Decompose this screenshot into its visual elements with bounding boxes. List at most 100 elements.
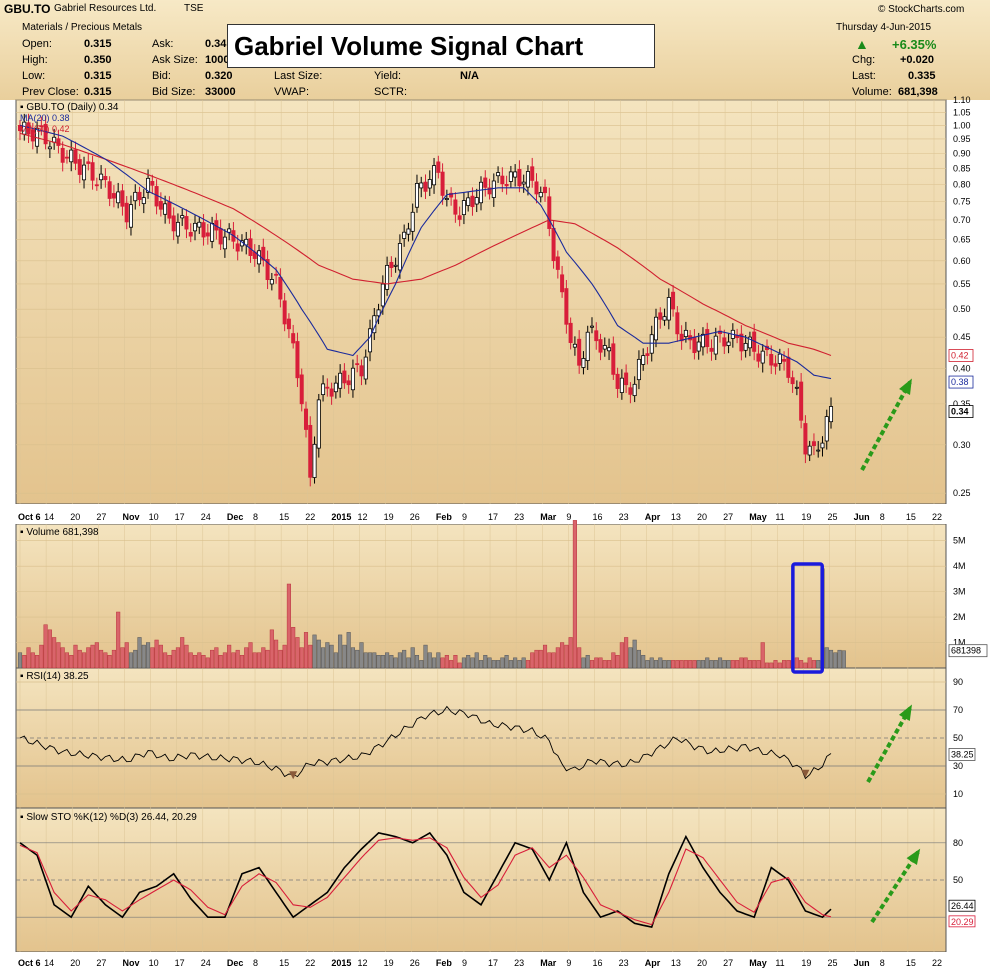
candle-body <box>747 336 752 349</box>
rsi-tick-label: 30 <box>953 761 963 771</box>
date-tick-label-bottom: 22 <box>305 958 315 968</box>
volume-bar <box>619 642 624 669</box>
date-tick-label-bottom: 17 <box>488 958 498 968</box>
volume-bar <box>837 649 842 669</box>
volume-bar <box>816 660 821 669</box>
volume-bar <box>333 652 338 669</box>
volume-bar <box>355 649 360 669</box>
date-tick-label: Apr <box>645 512 661 522</box>
candle-body <box>521 181 526 185</box>
volume-bar <box>248 642 253 669</box>
volume-bar <box>739 657 744 669</box>
volume-bar <box>431 657 437 669</box>
volume-bar <box>86 647 91 669</box>
candle-body <box>402 231 407 239</box>
volume-bar <box>222 652 227 669</box>
rsi-last-label: 38.25 <box>951 749 974 759</box>
candle-body <box>312 443 317 478</box>
volume-bar <box>410 647 415 669</box>
date-tick-label-bottom: 15 <box>906 958 916 968</box>
quote-date: Thursday 4-Jun-2015 <box>836 22 932 33</box>
candle-body <box>397 243 402 271</box>
candle-body <box>163 203 168 215</box>
volume-bar <box>525 660 531 669</box>
volume-bar <box>231 652 236 669</box>
volume-bar <box>607 660 612 669</box>
sto-d-line <box>19 837 832 926</box>
volume-bar <box>799 660 804 669</box>
volume-bar <box>513 657 518 669</box>
volume-bar <box>726 660 731 669</box>
candle-body <box>713 335 718 355</box>
price-tick-label: 0.65 <box>953 235 971 245</box>
volume-bar <box>205 657 210 669</box>
volume-bar <box>244 647 249 669</box>
volume-bar <box>752 660 757 669</box>
candle-body <box>525 171 530 188</box>
volume-value: 681,398 <box>898 86 938 98</box>
candle-body <box>602 345 607 350</box>
volume-bar <box>483 655 488 669</box>
candle-body <box>90 162 95 181</box>
prev-close-label: Prev Close: <box>22 86 79 98</box>
rsi-tick-label: 50 <box>953 733 963 743</box>
last-value-box <box>948 375 974 389</box>
candle-body <box>773 363 778 367</box>
volume-bar <box>653 660 659 669</box>
volume-bar <box>782 660 787 669</box>
sto-last-box <box>948 915 976 928</box>
date-tick-label-bottom: 25 <box>828 958 838 968</box>
volume-bar <box>803 662 808 669</box>
volume-bar <box>555 647 560 669</box>
volume-bar <box>747 660 752 669</box>
volume-bar <box>350 647 355 669</box>
volume-bar <box>594 657 599 669</box>
sto-legend: ▪ Slow STO %K(12) %D(3) 26.44, 20.29 <box>20 812 197 823</box>
chart-title: Gabriel Volume Signal Chart <box>227 24 655 68</box>
candle-body <box>726 341 731 346</box>
volume-bar <box>30 652 35 669</box>
date-tick-label: 11 <box>775 512 784 522</box>
change-percent: +6.35% <box>892 37 937 52</box>
chg-value: +0.020 <box>900 54 934 66</box>
candle-body <box>423 181 428 192</box>
candle-body <box>615 373 620 389</box>
candle-body <box>824 416 829 442</box>
volume-bar <box>227 644 232 669</box>
volume-bar <box>760 642 765 669</box>
volume-bar <box>94 642 99 669</box>
ask-label: Ask: <box>152 38 174 50</box>
candle-body <box>359 365 364 377</box>
candle-body <box>671 291 676 310</box>
candle-body <box>69 149 74 163</box>
volume-bar <box>675 660 680 669</box>
candle-body <box>436 161 441 173</box>
date-tick-label: Dec <box>227 512 244 522</box>
candle-body <box>585 331 590 361</box>
candle-body <box>368 328 373 353</box>
volume-bar <box>111 649 116 669</box>
volume-bar <box>389 655 394 669</box>
date-tick-label: 22 <box>305 512 315 522</box>
volume-bar <box>547 652 552 669</box>
volume-bar <box>316 639 321 669</box>
volume-bar <box>453 655 458 669</box>
candle-body <box>205 232 210 237</box>
last-value-label: 0.42 <box>951 350 969 360</box>
volume-legend: ▪ Volume 681,398 <box>20 527 99 538</box>
date-tick-label-bottom: Dec <box>227 958 244 968</box>
candle-body <box>286 318 291 330</box>
date-tick-label-bottom: 2015 <box>331 958 351 968</box>
volume-bar <box>645 660 650 669</box>
candle-body <box>419 182 424 189</box>
volume-bar <box>705 657 710 669</box>
open-value: 0.315 <box>84 38 112 50</box>
volume-bar <box>777 662 782 669</box>
candle-body <box>342 370 347 384</box>
volume-bar <box>150 647 155 669</box>
date-tick-label-bottom: 23 <box>619 958 629 968</box>
candle-body <box>116 191 121 204</box>
candle-body <box>624 372 629 386</box>
volume-bar <box>308 644 313 669</box>
